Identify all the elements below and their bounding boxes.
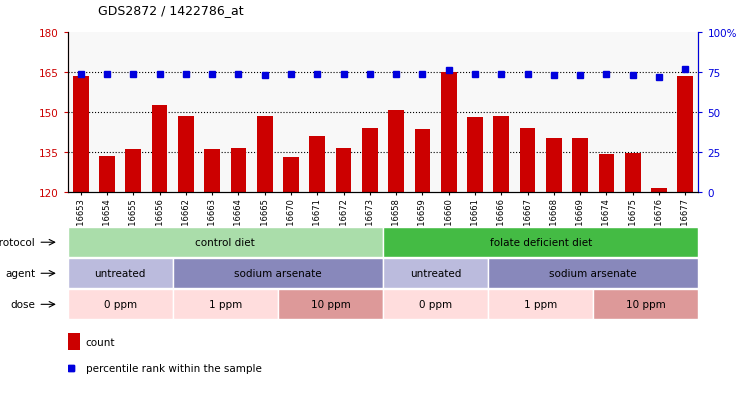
Bar: [520, 128, 535, 192]
Bar: [99, 156, 115, 192]
Bar: [283, 158, 299, 192]
Bar: [231, 148, 246, 192]
Text: sodium arsenate: sodium arsenate: [234, 268, 321, 279]
Bar: [68, 333, 80, 351]
Bar: [257, 116, 273, 192]
Bar: [677, 77, 693, 192]
Bar: [178, 116, 194, 192]
Text: GDS2872 / 1422786_at: GDS2872 / 1422786_at: [98, 4, 243, 17]
Text: folate deficient diet: folate deficient diet: [490, 237, 592, 248]
Bar: [125, 150, 141, 192]
Bar: [388, 111, 404, 192]
Bar: [546, 139, 562, 192]
Text: 1 ppm: 1 ppm: [524, 299, 557, 310]
Bar: [488, 290, 593, 320]
Bar: [68, 259, 173, 288]
Bar: [383, 259, 488, 288]
Bar: [173, 259, 383, 288]
Bar: [625, 154, 641, 192]
Text: control diet: control diet: [195, 237, 255, 248]
Bar: [152, 106, 167, 192]
Text: percentile rank within the sample: percentile rank within the sample: [86, 363, 261, 373]
Text: count: count: [86, 337, 115, 347]
Bar: [415, 130, 430, 192]
Text: protocol: protocol: [0, 237, 35, 248]
Bar: [441, 73, 457, 192]
Bar: [173, 290, 278, 320]
Bar: [73, 77, 89, 192]
Bar: [278, 290, 383, 320]
Text: untreated: untreated: [410, 268, 461, 279]
Bar: [336, 148, 351, 192]
Bar: [309, 136, 325, 192]
Text: 10 ppm: 10 ppm: [311, 299, 350, 310]
Bar: [68, 228, 383, 258]
Bar: [467, 118, 483, 192]
Bar: [383, 228, 698, 258]
Text: agent: agent: [5, 268, 35, 279]
Text: dose: dose: [11, 299, 35, 310]
Bar: [593, 290, 698, 320]
Bar: [488, 259, 698, 288]
Text: 0 ppm: 0 ppm: [104, 299, 137, 310]
Bar: [493, 116, 509, 192]
Bar: [599, 155, 614, 192]
Bar: [68, 290, 173, 320]
Bar: [204, 150, 220, 192]
Text: untreated: untreated: [95, 268, 146, 279]
Text: 0 ppm: 0 ppm: [419, 299, 452, 310]
Bar: [383, 290, 488, 320]
Bar: [362, 128, 378, 192]
Text: sodium arsenate: sodium arsenate: [550, 268, 637, 279]
Text: 1 ppm: 1 ppm: [209, 299, 242, 310]
Bar: [651, 188, 667, 192]
Text: 10 ppm: 10 ppm: [626, 299, 665, 310]
Bar: [572, 139, 588, 192]
